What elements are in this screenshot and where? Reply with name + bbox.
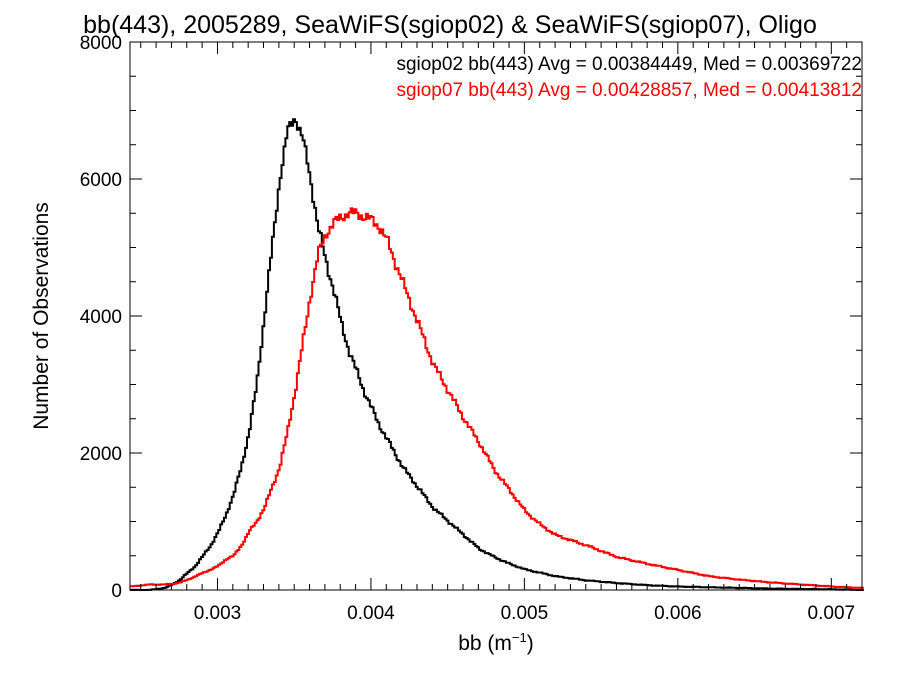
y-tick-label: 2000 <box>80 444 122 465</box>
series-line-1 <box>130 207 864 589</box>
x-axis-label-superscript: −1 <box>512 630 527 645</box>
annotation-sgiop07: sgiop07 bb(443) Avg = 0.00428857, Med = … <box>396 80 862 101</box>
x-axis-label: bb (m−1) <box>458 630 534 655</box>
x-tick-label: 0.003 <box>194 603 242 624</box>
x-axis-label-base: bb (m <box>458 632 512 655</box>
y-tick-label: 4000 <box>80 307 122 328</box>
y-tick-label: 0 <box>111 581 122 602</box>
x-tick-label: 0.007 <box>808 603 856 624</box>
x-tick-label: 0.006 <box>654 603 702 624</box>
y-axis-label: Number of Observations <box>30 202 53 430</box>
x-tick-label: 0.004 <box>347 603 395 624</box>
series-line-0 <box>130 118 864 591</box>
x-axis-label-suffix: ) <box>527 632 534 655</box>
y-tick-label: 8000 <box>80 33 122 54</box>
plot-frame <box>129 41 863 591</box>
tick-layer: 0.003 0.004 0.005 0.006 0.007 0 2000 4000 6000 80… <box>80 33 862 624</box>
x-tick-label: 0.005 <box>501 603 549 624</box>
annotation-sgiop02: sgiop02 bb(443) Avg = 0.00384449, Med = … <box>396 54 862 75</box>
series-layer <box>130 118 864 591</box>
y-tick-label: 6000 <box>80 170 122 191</box>
chart-title: bb(443), 2005289, SeaWiFS(sgiop02) & Sea… <box>83 11 817 39</box>
